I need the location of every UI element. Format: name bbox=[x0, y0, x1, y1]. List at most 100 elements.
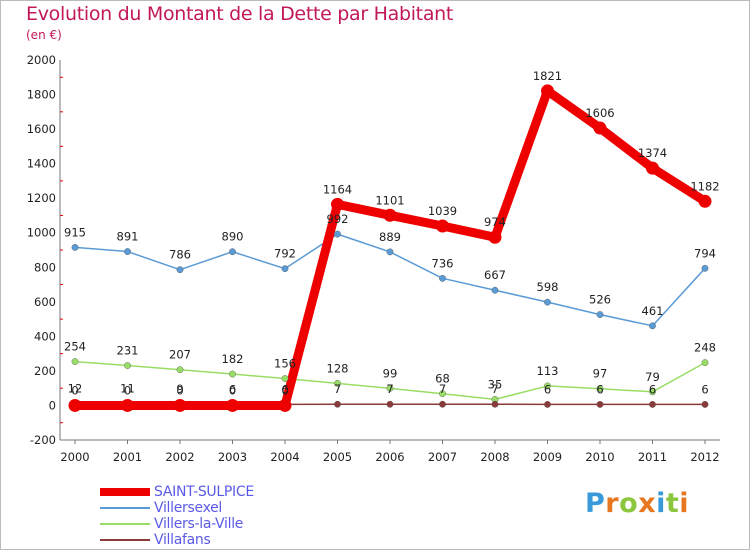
data-point bbox=[491, 400, 499, 408]
data-point bbox=[334, 230, 341, 238]
y-tick-label: 1000 bbox=[27, 226, 56, 240]
data-point bbox=[439, 400, 446, 408]
data-point bbox=[331, 197, 344, 211]
y-tick-label: 1200 bbox=[27, 191, 56, 205]
data-point bbox=[436, 219, 449, 233]
data-point bbox=[649, 401, 656, 408]
data-label: 12 bbox=[68, 381, 83, 395]
data-label: 891 bbox=[117, 230, 139, 244]
x-tick-label: 2009 bbox=[533, 450, 562, 464]
legend-label: Villersexel bbox=[154, 500, 223, 516]
data-label: 526 bbox=[589, 293, 611, 307]
y-tick-label: 800 bbox=[34, 260, 56, 274]
data-label: 7 bbox=[386, 382, 393, 396]
data-point bbox=[68, 398, 82, 412]
legend-label: Villafans bbox=[154, 532, 211, 548]
data-label: 254 bbox=[64, 340, 86, 354]
data-label: 6 bbox=[229, 382, 236, 396]
x-tick-label: 2006 bbox=[375, 450, 404, 464]
data-label: 231 bbox=[117, 344, 139, 358]
data-label: 794 bbox=[694, 246, 716, 260]
x-tick-label: 2012 bbox=[690, 450, 719, 464]
legend-label: Villers-la-Ville bbox=[154, 516, 244, 532]
series-points bbox=[68, 84, 712, 412]
legend: SAINT-SULPICE Villersexel Villers-la-Ville… bbox=[100, 484, 400, 548]
data-label: 7 bbox=[334, 382, 341, 396]
x-tick-label: 2010 bbox=[585, 450, 614, 464]
y-tick-label: 400 bbox=[34, 329, 56, 343]
data-label: 1101 bbox=[375, 193, 404, 207]
data-point bbox=[541, 84, 554, 98]
x-tick-label: 2008 bbox=[480, 450, 509, 464]
data-point bbox=[544, 298, 551, 306]
x-tick-label: 2005 bbox=[323, 450, 352, 464]
legend-swatch bbox=[100, 488, 150, 496]
y-tick-label: 600 bbox=[34, 295, 56, 309]
data-point bbox=[649, 388, 656, 396]
data-point bbox=[383, 208, 397, 222]
data-label: 889 bbox=[379, 230, 401, 244]
data-label: 113 bbox=[537, 364, 559, 378]
data-point bbox=[278, 398, 292, 412]
y-tick-label: 200 bbox=[34, 364, 56, 378]
data-label: 248 bbox=[694, 341, 716, 355]
data-label: 9 bbox=[176, 382, 183, 396]
data-point bbox=[593, 121, 607, 135]
y-tick-label: 1400 bbox=[27, 157, 56, 171]
data-point bbox=[491, 286, 499, 294]
data-label: 736 bbox=[432, 256, 454, 270]
data-point bbox=[701, 401, 709, 408]
data-label: 6 bbox=[544, 382, 551, 396]
legend-item: Villers-la-Ville bbox=[100, 516, 400, 532]
data-label: 1606 bbox=[585, 106, 614, 120]
x-tick-label: 2000 bbox=[60, 450, 89, 464]
data-point bbox=[71, 244, 79, 251]
data-point bbox=[334, 379, 341, 387]
data-label: 1182 bbox=[690, 179, 719, 193]
legend-swatch bbox=[100, 507, 150, 509]
data-point bbox=[646, 161, 659, 175]
data-label: 0 bbox=[176, 383, 183, 397]
y-tick-label: 1800 bbox=[27, 88, 56, 102]
y-tick-label: -200 bbox=[30, 433, 56, 447]
data-label: 207 bbox=[169, 348, 191, 362]
data-label: 974 bbox=[484, 215, 506, 229]
axes: -200020040060080010001200140016001800200… bbox=[27, 53, 720, 464]
data-point bbox=[229, 248, 236, 256]
data-point bbox=[173, 398, 187, 412]
data-point bbox=[386, 384, 394, 392]
data-label: 6 bbox=[281, 382, 288, 396]
data-point bbox=[488, 230, 502, 244]
data-label: 0 bbox=[124, 383, 131, 397]
data-label: 0 bbox=[281, 383, 288, 397]
proxiti-logo: Proxiti bbox=[585, 488, 690, 519]
data-point bbox=[334, 400, 341, 408]
data-point bbox=[698, 194, 712, 208]
data-label: 0 bbox=[229, 383, 236, 397]
legend-item: Villafans bbox=[100, 532, 400, 548]
data-label: 890 bbox=[222, 230, 244, 244]
data-point bbox=[229, 370, 236, 378]
legend-label: SAINT-SULPICE bbox=[154, 484, 254, 500]
data-label: 461 bbox=[642, 304, 664, 318]
data-label: 7 bbox=[491, 382, 498, 396]
data-point bbox=[544, 401, 551, 408]
data-label: 992 bbox=[327, 212, 349, 226]
data-label: 6 bbox=[649, 382, 656, 396]
data-point bbox=[176, 266, 184, 274]
data-label: 1164 bbox=[323, 182, 352, 196]
legend-swatch bbox=[100, 539, 150, 541]
data-point bbox=[226, 398, 239, 412]
data-point bbox=[121, 398, 134, 412]
y-tick-label: 0 bbox=[49, 398, 56, 412]
data-label: 156 bbox=[274, 357, 296, 371]
data-label: 68 bbox=[435, 372, 450, 386]
data-point bbox=[281, 375, 289, 382]
data-label: 6 bbox=[701, 382, 708, 396]
chart-subtitle: (en €) bbox=[26, 28, 62, 42]
x-tick-label: 2003 bbox=[218, 450, 247, 464]
x-tick-label: 2004 bbox=[270, 450, 299, 464]
data-point bbox=[439, 274, 446, 282]
data-label: 35 bbox=[488, 377, 503, 391]
